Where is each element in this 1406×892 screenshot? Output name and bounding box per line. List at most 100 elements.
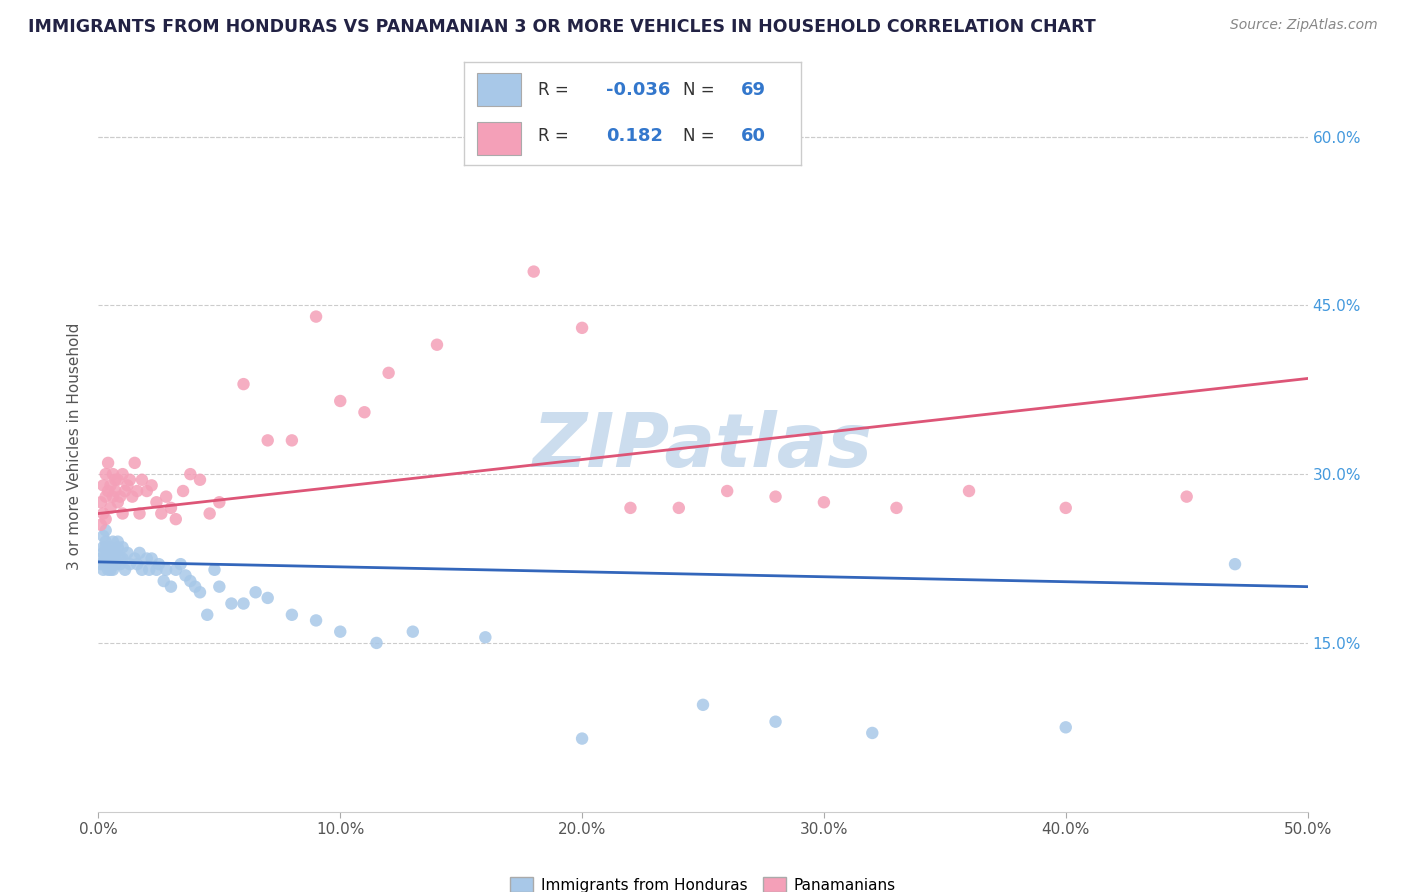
Point — [100, 551, 122, 566]
Point — [94, 512, 117, 526]
Point — [329, 394, 352, 409]
Text: ZIPatlas: ZIPatlas — [533, 409, 873, 483]
Point — [1223, 557, 1246, 571]
Point — [131, 563, 153, 577]
Point — [100, 541, 122, 555]
Point — [957, 483, 980, 498]
Point — [127, 483, 149, 498]
Point — [692, 698, 714, 712]
Point — [118, 473, 141, 487]
Point — [765, 714, 787, 729]
Point — [117, 546, 139, 560]
Point — [281, 607, 304, 622]
Point — [860, 726, 883, 740]
Point — [91, 507, 114, 521]
Point — [104, 546, 127, 560]
Point — [141, 478, 163, 492]
Text: -0.036: -0.036 — [606, 81, 671, 99]
Point — [90, 557, 112, 571]
Point — [160, 500, 183, 515]
Point — [94, 524, 117, 538]
Point — [108, 551, 131, 566]
Point — [366, 636, 388, 650]
Point — [145, 563, 167, 577]
Point — [128, 507, 150, 521]
Point — [198, 507, 221, 521]
Point — [91, 478, 114, 492]
Point — [305, 310, 328, 324]
Point — [232, 377, 254, 392]
Point — [245, 585, 267, 599]
Bar — [478, 122, 522, 155]
Point — [90, 517, 112, 532]
Point — [101, 534, 124, 549]
Point — [426, 337, 449, 351]
Point — [107, 541, 129, 555]
Point — [111, 551, 134, 566]
Text: Source: ZipAtlas.com: Source: ZipAtlas.com — [1230, 18, 1378, 32]
Point — [188, 473, 211, 487]
Point — [195, 607, 218, 622]
Text: R =: R = — [538, 81, 569, 99]
Point — [765, 490, 787, 504]
Point — [474, 141, 496, 155]
Point — [135, 483, 157, 498]
Point — [107, 473, 129, 487]
Point — [90, 495, 112, 509]
Point — [256, 434, 278, 448]
Point — [232, 597, 254, 611]
Point — [114, 483, 136, 498]
Point — [91, 546, 114, 560]
Point — [138, 563, 160, 577]
Point — [124, 551, 146, 566]
Point — [208, 495, 231, 509]
Point — [179, 574, 201, 588]
Point — [377, 366, 399, 380]
Point — [131, 473, 153, 487]
Text: IMMIGRANTS FROM HONDURAS VS PANAMANIAN 3 OR MORE VEHICLES IN HOUSEHOLD CORRELATI: IMMIGRANTS FROM HONDURAS VS PANAMANIAN 3… — [28, 18, 1095, 36]
Point — [107, 534, 129, 549]
Point — [353, 405, 375, 419]
Point — [148, 557, 170, 571]
Point — [329, 624, 352, 639]
Text: R =: R = — [538, 128, 569, 145]
Point — [94, 551, 117, 566]
Point — [135, 551, 157, 566]
Point — [256, 591, 278, 605]
Point — [174, 568, 197, 582]
Point — [169, 557, 191, 571]
Point — [111, 541, 134, 555]
Point — [108, 490, 131, 504]
Point — [124, 456, 146, 470]
Point — [141, 551, 163, 566]
Point — [188, 585, 211, 599]
Point — [571, 731, 593, 746]
Point — [111, 467, 134, 482]
Point — [94, 557, 117, 571]
Point — [668, 500, 690, 515]
Point — [179, 467, 201, 482]
Point — [97, 557, 120, 571]
Point — [150, 507, 173, 521]
Point — [90, 551, 112, 566]
Text: N =: N = — [683, 128, 714, 145]
Point — [1175, 490, 1198, 504]
Point — [104, 483, 127, 498]
Point — [118, 557, 141, 571]
Point — [104, 473, 127, 487]
Point — [523, 264, 546, 278]
Point — [91, 541, 114, 555]
Text: 60: 60 — [741, 128, 766, 145]
Bar — [478, 73, 522, 105]
Point — [716, 483, 738, 498]
Point — [107, 495, 129, 509]
Point — [571, 321, 593, 335]
Point — [184, 580, 207, 594]
Point — [145, 495, 167, 509]
Point — [97, 483, 120, 498]
Point — [104, 557, 127, 571]
Point — [97, 546, 120, 560]
Point — [619, 500, 641, 515]
Point — [117, 478, 139, 492]
Point — [1054, 720, 1077, 734]
